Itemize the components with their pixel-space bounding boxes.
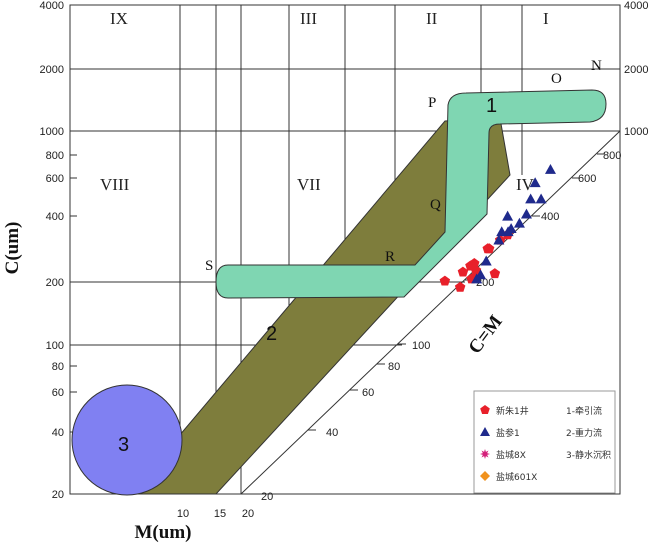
- y-tick-label-right: 4000: [624, 0, 648, 12]
- y-tick-label: 1000: [40, 126, 64, 138]
- yancan1-marker: [520, 208, 532, 219]
- xinzhu1-marker: [457, 266, 469, 277]
- yancan1-marker: [544, 164, 556, 174]
- diag-axis-title: C=M: [464, 311, 506, 358]
- legend-series-label: 新朱1井: [496, 405, 529, 417]
- diag-tick-label: 40: [326, 427, 338, 439]
- y-tick-labels: 4000 2000 1000 800 600 400 200 100 80 60…: [40, 0, 64, 501]
- diag-tick-label: 200: [476, 277, 494, 289]
- yancan1-marker: [493, 234, 505, 245]
- zone-label-ii: II: [426, 9, 438, 28]
- legend-diamond-marker: [480, 471, 490, 481]
- legend-star-marker: [480, 449, 490, 459]
- y-tick-labels-right: 4000 2000 1000: [624, 0, 648, 138]
- diag-tick-label: 100: [412, 340, 430, 352]
- c-equals-m-axis: [240, 130, 621, 495]
- legend-field-label: 3-静水沉积: [566, 449, 611, 461]
- diag-tick-label: 60: [362, 387, 374, 399]
- diag-tick-labels: 20 40 60 80 100 200 400 600 800: [261, 150, 621, 503]
- y-tick-label: 800: [46, 150, 64, 162]
- y-tick-marks: [70, 154, 77, 433]
- xinzhu1-marker: [439, 275, 451, 286]
- y-tick-label: 200: [46, 277, 64, 289]
- traction-flow-field: [215, 89, 607, 299]
- y-tick-label: 4000: [40, 0, 64, 12]
- point-label-p: P: [428, 95, 436, 111]
- zone-label-iv: IV: [516, 175, 535, 194]
- y-tick-label-right: 2000: [624, 64, 648, 76]
- point-label-r: R: [385, 249, 395, 265]
- yancan1-marker: [525, 193, 537, 204]
- zone-label-vii: VII: [297, 175, 321, 194]
- diag-tick-label: 80: [388, 361, 400, 373]
- xinzhu1-marker: [469, 258, 480, 268]
- point-label-o: O: [551, 71, 562, 87]
- diag-tick-label: 20: [261, 491, 273, 503]
- zone-label-ix: IX: [110, 9, 128, 28]
- gravity-flow-field: [128, 117, 511, 495]
- field-label-1: 1: [486, 95, 497, 117]
- field-label-3: 3: [118, 434, 129, 456]
- yancan1-marker: [535, 193, 547, 204]
- field-label-2: 2: [266, 323, 277, 345]
- yancan1-marker: [480, 255, 492, 266]
- y-tick-label: 40: [52, 427, 64, 439]
- point-label-q: Q: [430, 197, 441, 213]
- zone-label-i: I: [543, 9, 549, 28]
- data-markers: [439, 164, 556, 292]
- x-tick-label: 10: [177, 508, 189, 520]
- xinzhu1-marker: [489, 268, 501, 279]
- legend-box: [473, 390, 616, 494]
- y-tick-label: 600: [46, 173, 64, 185]
- x-tick-label: 20: [242, 508, 254, 520]
- xinzhu1-marker: [454, 281, 466, 292]
- legend: 新朱1井 盐参1 盐城8X 盐城601X 1-牵引流 2-重力流 3-静水沉积: [473, 390, 616, 494]
- legend-pentagon-marker: [480, 405, 490, 414]
- x-axis-title: M(um): [135, 522, 192, 543]
- legend-series-label: 盐城601X: [496, 471, 537, 483]
- y-tick-label: 60: [52, 387, 64, 399]
- y-tick-label: 2000: [40, 64, 64, 76]
- y-tick-label: 400: [46, 211, 64, 223]
- still-water-field: [71, 384, 183, 496]
- legend-series-label: 盐城8X: [496, 449, 526, 461]
- diag-tick-label: 600: [578, 173, 596, 185]
- yancan1-marker: [502, 226, 514, 237]
- y-tick-label: 100: [46, 340, 64, 352]
- y-tick-label: 20: [52, 489, 64, 501]
- point-label-s: S: [205, 258, 213, 274]
- yancan1-marker: [513, 217, 525, 228]
- zone-label-viii: VIII: [100, 175, 130, 194]
- diag-tick-label: 400: [541, 211, 559, 223]
- x-tick-labels: 10 15 20: [177, 508, 254, 520]
- legend-triangle-marker: [480, 427, 490, 436]
- legend-field-label: 1-牵引流: [566, 405, 602, 417]
- yancan1-marker: [475, 269, 487, 280]
- point-label-n: N: [591, 58, 602, 74]
- xinzhu1-marker: [482, 243, 493, 254]
- diag-tick-label: 800: [603, 150, 621, 162]
- zone-label-iii: III: [300, 9, 317, 28]
- x-tick-label: 15: [214, 508, 226, 520]
- y-axis-title: C(um): [2, 222, 23, 275]
- legend-markers: [480, 405, 490, 481]
- yancan1-marker: [502, 210, 514, 221]
- legend-series-label: 盐参1: [496, 427, 520, 439]
- legend-field-label: 2-重力流: [566, 427, 602, 439]
- y-tick-label-right: 1000: [624, 126, 648, 138]
- yancan1-marker: [529, 177, 541, 188]
- y-tick-label: 80: [52, 361, 64, 373]
